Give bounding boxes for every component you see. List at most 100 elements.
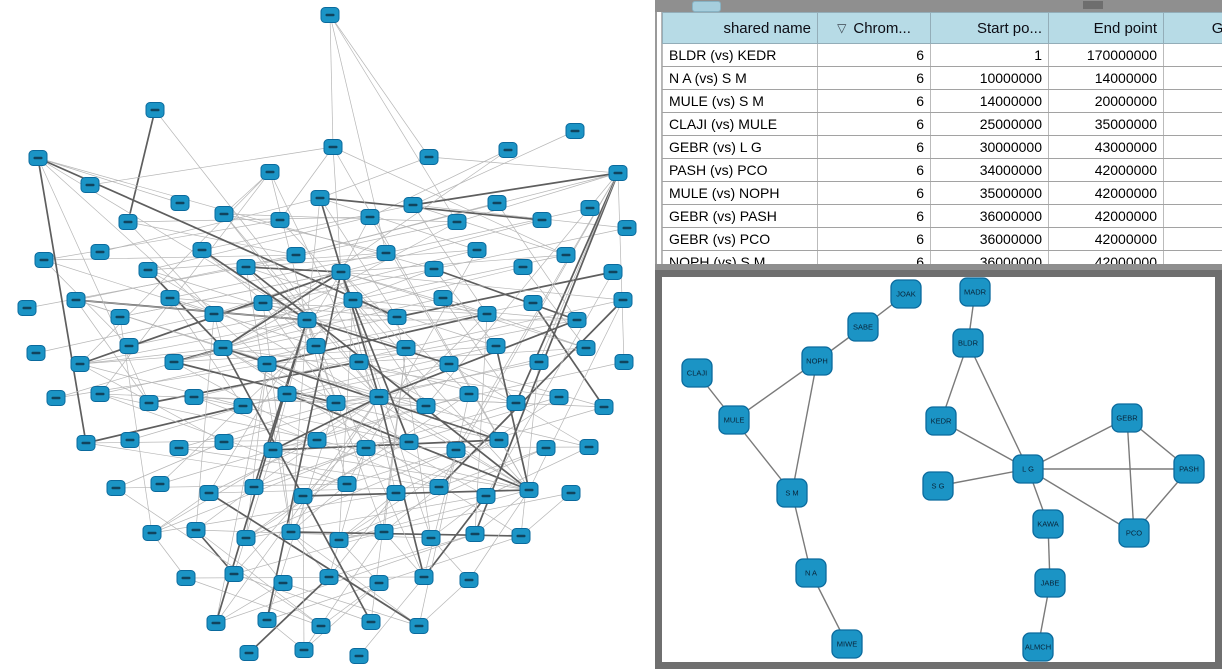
network-node[interactable]: [273, 575, 293, 591]
network-node[interactable]: [331, 264, 351, 280]
network-node[interactable]: [608, 165, 628, 181]
network-node[interactable]: [567, 312, 587, 328]
column-header-end-point[interactable]: End point: [1048, 12, 1164, 44]
network-node[interactable]: [319, 569, 339, 585]
network-node[interactable]: [260, 164, 280, 180]
table-cell-shared-name[interactable]: MULE (vs) S M: [662, 89, 818, 113]
table-cell-end-point[interactable]: 14000000: [1048, 66, 1164, 90]
network-edge-LG-PCO[interactable]: [1027, 468, 1135, 534]
table-cell-end-point[interactable]: 42000000: [1048, 227, 1164, 251]
network-node[interactable]: [326, 395, 346, 411]
table-cell-start-point[interactable]: 30000000: [930, 135, 1049, 159]
network-node[interactable]: [511, 528, 531, 544]
network-node-SM[interactable]: S M: [776, 478, 808, 508]
network-node[interactable]: [361, 614, 381, 630]
network-node-NOPH[interactable]: NOPH: [801, 346, 833, 376]
table-cell-shared-name[interactable]: MULE (vs) NOPH: [662, 181, 818, 205]
table-cell-start-point[interactable]: 36000000: [930, 204, 1049, 228]
network-node[interactable]: [224, 566, 244, 582]
table-cell-chromosome[interactable]: 6: [817, 227, 931, 251]
table-row[interactable]: BLDR (vs) KEDR61170000000192.0: [662, 43, 1222, 67]
network-node[interactable]: [257, 612, 277, 628]
network-node-PCO[interactable]: PCO: [1118, 518, 1150, 548]
network-node[interactable]: [549, 389, 569, 405]
network-node[interactable]: [213, 340, 233, 356]
overview-network-canvas[interactable]: [0, 0, 655, 669]
column-header-shared-name[interactable]: shared name: [662, 12, 818, 44]
network-node[interactable]: [28, 150, 48, 166]
network-node[interactable]: [329, 532, 349, 548]
network-node[interactable]: [386, 485, 406, 501]
network-node[interactable]: [206, 615, 226, 631]
network-node[interactable]: [349, 648, 369, 664]
table-cell-start-point[interactable]: 10000000: [930, 66, 1049, 90]
network-node[interactable]: [356, 440, 376, 456]
table-cell-end-point[interactable]: 42000000: [1048, 158, 1164, 182]
table-cell-start-point[interactable]: 35000000: [930, 181, 1049, 205]
network-node[interactable]: [311, 618, 331, 634]
network-node[interactable]: [119, 338, 139, 354]
network-node[interactable]: [310, 190, 330, 206]
network-node[interactable]: [446, 442, 466, 458]
table-row[interactable]: GEBR (vs) PCO636000000420000008.4: [662, 227, 1222, 251]
network-node[interactable]: [145, 102, 165, 118]
table-cell-genetic[interactable]: 6.6: [1163, 66, 1222, 90]
network-node-SG[interactable]: S G: [922, 471, 954, 501]
network-node[interactable]: [184, 389, 204, 405]
network-node[interactable]: [199, 485, 219, 501]
network-node[interactable]: [120, 432, 140, 448]
network-node[interactable]: [565, 123, 585, 139]
network-node[interactable]: [139, 395, 159, 411]
table-cell-shared-name[interactable]: N A (vs) S M: [662, 66, 818, 90]
network-node-JABE[interactable]: JABE: [1034, 568, 1066, 598]
network-node[interactable]: [110, 309, 130, 325]
network-node[interactable]: [403, 197, 423, 213]
table-cell-chromosome[interactable]: 6: [817, 89, 931, 113]
network-node[interactable]: [617, 220, 637, 236]
network-node[interactable]: [66, 292, 86, 308]
table-cell-shared-name[interactable]: BLDR (vs) KEDR: [662, 43, 818, 67]
network-node[interactable]: [399, 434, 419, 450]
network-node[interactable]: [239, 645, 259, 661]
network-node[interactable]: [556, 247, 576, 263]
network-edge-LG-GEBR[interactable]: [1027, 417, 1128, 470]
network-node[interactable]: [447, 214, 467, 230]
network-node[interactable]: [90, 386, 110, 402]
table-cell-end-point[interactable]: 43000000: [1048, 135, 1164, 159]
table-cell-end-point[interactable]: 20000000: [1048, 89, 1164, 113]
table-cell-start-point[interactable]: 36000000: [930, 227, 1049, 251]
table-cell-genetic[interactable]: 5.9: [1163, 112, 1222, 136]
filter-icon[interactable]: ▽: [837, 20, 847, 35]
network-node[interactable]: [106, 480, 126, 496]
table-cell-end-point[interactable]: 35000000: [1048, 112, 1164, 136]
network-node[interactable]: [294, 642, 314, 658]
network-node[interactable]: [489, 432, 509, 448]
network-node[interactable]: [277, 386, 297, 402]
network-node[interactable]: [46, 390, 66, 406]
network-node[interactable]: [433, 290, 453, 306]
network-node[interactable]: [477, 306, 497, 322]
network-node[interactable]: [459, 572, 479, 588]
column-header-genetic[interactable]: Genetic...: [1163, 12, 1222, 44]
network-node[interactable]: [561, 485, 581, 501]
table-cell-genetic[interactable]: 11.4: [1163, 158, 1222, 182]
table-row[interactable]: MULE (vs) NOPH6350000004200000010.5: [662, 181, 1222, 205]
network-node[interactable]: [307, 432, 327, 448]
network-node[interactable]: [487, 195, 507, 211]
network-node[interactable]: [76, 435, 96, 451]
network-node[interactable]: [236, 259, 256, 275]
column-header-chromosome[interactable]: ▽ Chrom...: [817, 12, 931, 44]
network-node[interactable]: [320, 7, 340, 23]
network-node[interactable]: [17, 300, 37, 316]
table-cell-end-point[interactable]: 42000000: [1048, 204, 1164, 228]
table-cell-end-point[interactable]: 170000000: [1048, 43, 1164, 67]
table-cell-chromosome[interactable]: 6: [817, 43, 931, 67]
network-node-GEBR[interactable]: GEBR: [1111, 403, 1143, 433]
table-cell-genetic[interactable]: 192.0: [1163, 43, 1222, 67]
network-node-MADR[interactable]: MADR: [959, 277, 991, 307]
network-node[interactable]: [80, 177, 100, 193]
network-node[interactable]: [439, 356, 459, 372]
network-node[interactable]: [138, 262, 158, 278]
network-node-KEDR[interactable]: KEDR: [925, 406, 957, 436]
network-node[interactable]: [263, 442, 283, 458]
